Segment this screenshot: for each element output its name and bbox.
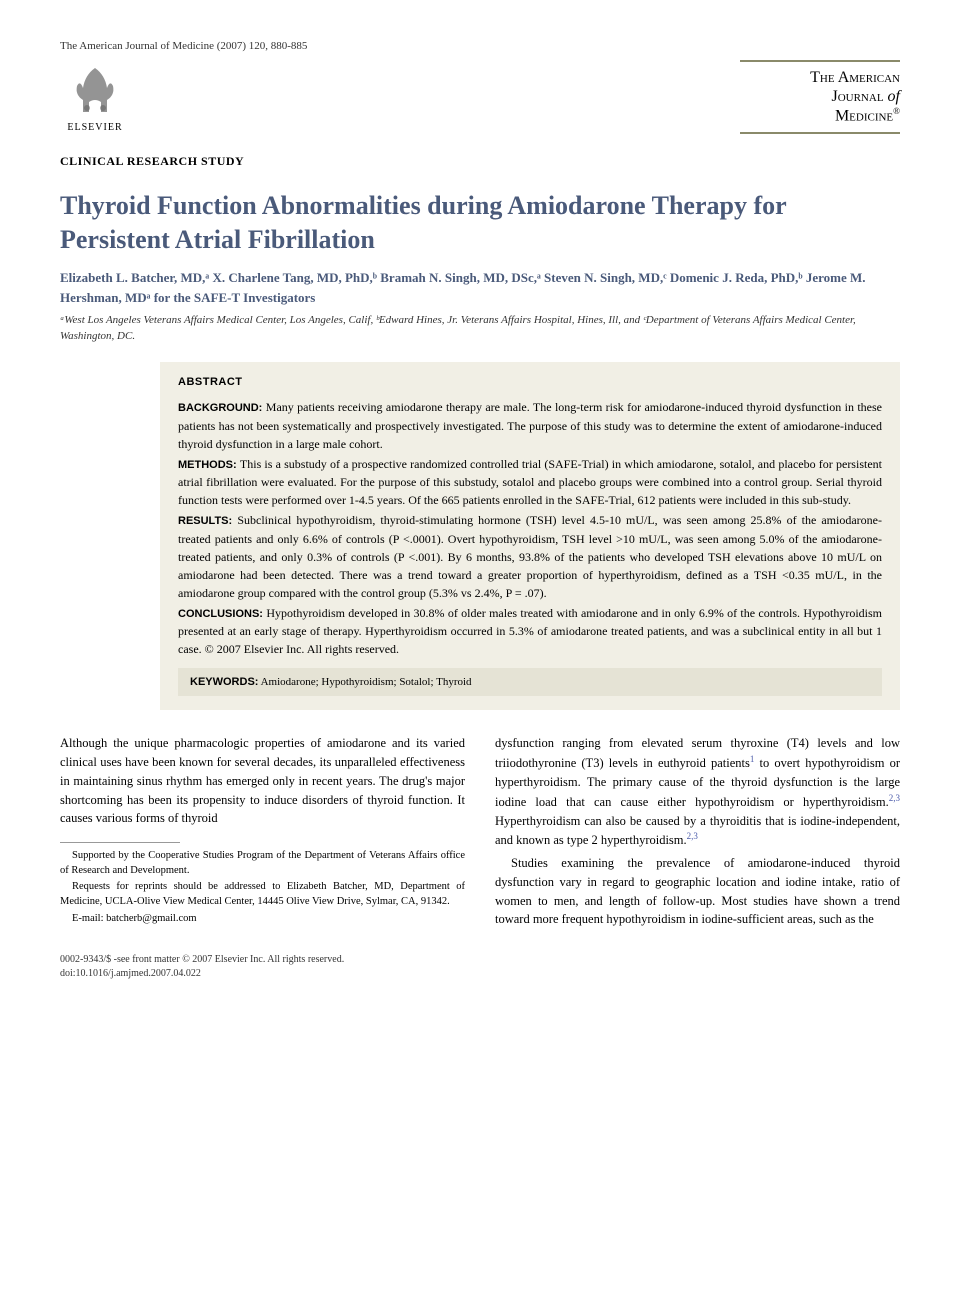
keywords-text: Amiodarone; Hypothyroidism; Sotalol; Thy… [261, 676, 472, 688]
body-paragraph: Although the unique pharmacologic proper… [60, 734, 465, 828]
abstract-section: RESULTS: Subclinical hypothyroidism, thy… [178, 511, 882, 602]
publisher-name: ELSEVIER [67, 122, 122, 133]
footnotes: Supported by the Cooperative Studies Pro… [60, 849, 465, 926]
abstract-section: BACKGROUND: Many patients receiving amio… [178, 398, 882, 453]
abstract-section: METHODS: This is a substudy of a prospec… [178, 455, 882, 510]
ref-link[interactable]: 2,3 [687, 831, 698, 841]
body-columns: Although the unique pharmacologic proper… [60, 734, 900, 933]
copyright-line: 0002-9343/$ -see front matter © 2007 Els… [60, 953, 900, 967]
abstract-section: CONCLUSIONS: Hypothyroidism developed in… [178, 604, 882, 659]
right-column: dysfunction ranging from elevated serum … [495, 734, 900, 933]
citation-line: The American Journal of Medicine (2007) … [60, 40, 900, 52]
keywords-row: KEYWORDS: Amiodarone; Hypothyroidism; So… [178, 668, 882, 696]
abstract-section-text: Hypothyroidism developed in 30.8% of old… [178, 606, 882, 657]
section-label: CLINICAL RESEARCH STUDY [60, 154, 900, 169]
affiliations: ᵃWest Los Angeles Veterans Affairs Medic… [60, 313, 900, 344]
body-paragraph: Studies examining the prevalence of amio… [495, 854, 900, 929]
journal-line2: Journal of [740, 87, 900, 106]
keywords-label: KEYWORDS: [190, 676, 258, 688]
abstract-section-text: This is a substudy of a prospective rand… [178, 457, 882, 508]
authors: Elizabeth L. Batcher, MD,ᵃ X. Charlene T… [60, 268, 900, 307]
abstract-section-label: RESULTS: [178, 515, 237, 527]
footnote-support: Supported by the Cooperative Studies Pro… [60, 849, 465, 878]
abstract-section-label: BACKGROUND: [178, 402, 266, 414]
abstract-section-label: CONCLUSIONS: [178, 608, 266, 620]
elsevier-tree-icon [65, 60, 125, 120]
ref-link[interactable]: 2,3 [889, 793, 900, 803]
front-matter: 0002-9343/$ -see front matter © 2007 Els… [60, 953, 900, 981]
publisher-logo: ELSEVIER [60, 60, 130, 133]
abstract-box: ABSTRACT BACKGROUND: Many patients recei… [160, 362, 900, 710]
doi-line: doi:10.1016/j.amjmed.2007.04.022 [60, 967, 900, 981]
footnote-email: E-mail: batcherb@gmail.com [60, 912, 465, 927]
abstract-section-label: METHODS: [178, 459, 240, 471]
body-paragraph: dysfunction ranging from elevated serum … [495, 734, 900, 850]
footnote-separator [60, 842, 180, 843]
footnote-reprints: Requests for reprints should be addresse… [60, 880, 465, 909]
journal-line1: The American [740, 68, 900, 87]
article-title: Thyroid Function Abnormalities during Am… [60, 189, 900, 257]
abstract-section-text: Many patients receiving amiodarone thera… [178, 400, 882, 451]
journal-logo: The American Journal of Medicine® [740, 60, 900, 134]
abstract-label: ABSTRACT [178, 376, 882, 388]
abstract-section-text: Subclinical hypothyroidism, thyroid-stim… [178, 513, 882, 600]
journal-line3: Medicine® [740, 106, 900, 126]
left-column: Although the unique pharmacologic proper… [60, 734, 465, 933]
header-row: ELSEVIER The American Journal of Medicin… [60, 60, 900, 134]
